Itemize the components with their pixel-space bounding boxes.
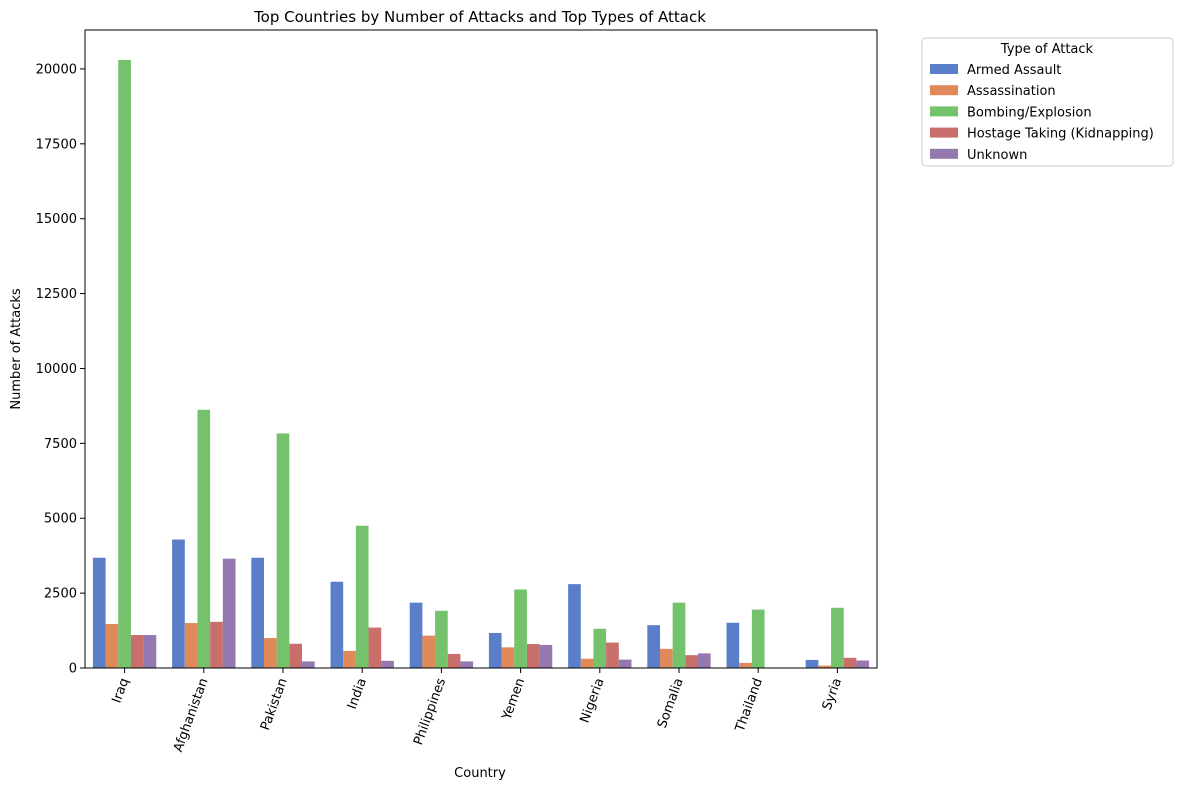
bar-pakistan-4 xyxy=(302,661,315,668)
legend-entry: Unknown xyxy=(967,148,1027,163)
bar-pakistan-3 xyxy=(289,643,303,668)
bar-iraq-4 xyxy=(143,635,157,668)
x-tick-label: Thailand xyxy=(732,676,766,735)
y-tick-label: 17500 xyxy=(36,137,77,152)
y-tick-label: 5000 xyxy=(44,512,77,527)
x-tick-label: Yemen xyxy=(499,676,528,723)
x-tick-label: Afghanistan xyxy=(171,676,212,754)
legend-swatch xyxy=(930,106,958,117)
bar-somalia-1 xyxy=(659,648,673,668)
bar-nigeria-3 xyxy=(606,642,619,668)
bar-afghanistan-0 xyxy=(172,539,185,668)
bar-yemen-2 xyxy=(514,589,527,668)
legend-swatch xyxy=(930,148,958,159)
bar-pakistan-2 xyxy=(276,433,290,668)
bar-somalia-3 xyxy=(685,655,699,668)
bar-afghanistan-4 xyxy=(222,558,236,668)
bar-india-2 xyxy=(355,525,369,668)
legend-swatch xyxy=(930,64,958,74)
bar-iraq-2 xyxy=(118,59,131,668)
bar-syria-0 xyxy=(805,659,819,668)
legend-entry: Assassination xyxy=(967,84,1056,99)
bar-iraq-1 xyxy=(105,623,119,668)
y-tick-label: 2500 xyxy=(44,587,77,602)
bar-india-3 xyxy=(368,627,382,668)
bar-nigeria-0 xyxy=(568,584,581,668)
x-tick-label: Nigeria xyxy=(578,676,608,725)
bar-yemen-3 xyxy=(526,644,540,668)
legend-swatch xyxy=(930,85,958,96)
bar-iraq-0 xyxy=(92,557,106,668)
bar-philippines-4 xyxy=(460,661,474,668)
y-tick-label: 12500 xyxy=(36,287,77,302)
bar-afghanistan-1 xyxy=(184,623,198,668)
bar-somalia-4 xyxy=(698,653,711,668)
legend-title: Type of Attack xyxy=(1000,42,1094,57)
x-axis-label: Country xyxy=(454,766,506,781)
y-tick-label: 10000 xyxy=(36,362,77,377)
legend-entry: Bombing/Explosion xyxy=(967,105,1092,120)
y-tick-label: 15000 xyxy=(36,212,77,227)
legend-frame xyxy=(921,37,1174,167)
legend-entry: Hostage Taking (Kidnapping) xyxy=(967,127,1154,142)
legend-items: Armed Assault Assassination Bombing/Explos… xyxy=(930,63,1154,163)
y-tick-label: 0 xyxy=(69,662,77,677)
chart-title: Top Countries by Number of Attacks and T… xyxy=(253,8,706,26)
bar-pakistan-1 xyxy=(263,638,277,668)
y-axis-label: Number of Attacks xyxy=(9,288,24,410)
legend: Type of Attack Armed Assault Assassinatio… xyxy=(921,37,1174,167)
y-tick-label: 7500 xyxy=(44,437,77,452)
bar-thailand-1 xyxy=(739,662,752,668)
bar-philippines-2 xyxy=(435,610,448,668)
bar-nigeria-4 xyxy=(618,659,632,668)
bar-yemen-1 xyxy=(501,647,515,668)
bar-pakistan-0 xyxy=(251,557,264,668)
bar-yemen-0 xyxy=(488,632,502,668)
legend-swatch xyxy=(930,127,958,138)
bar-nigeria-1 xyxy=(580,658,594,668)
y-axis: 0 2500 5000 7500 10000 12500 15000 17500 20000 xyxy=(36,62,85,677)
bar-philippines-3 xyxy=(447,653,461,668)
bar-yemen-4 xyxy=(539,644,553,668)
bar-india-4 xyxy=(381,660,394,668)
bar-syria-1 xyxy=(818,665,832,668)
legend-entry: Armed Assault xyxy=(967,63,1061,78)
bar-philippines-1 xyxy=(422,635,436,668)
bar-somalia-0 xyxy=(647,625,660,668)
x-tick-label: Somalia xyxy=(655,676,687,730)
bar-afghanistan-3 xyxy=(210,621,223,668)
bar-iraq-3 xyxy=(130,635,144,668)
bar-syria-3 xyxy=(843,657,857,668)
bar-philippines-0 xyxy=(409,602,423,668)
plot-frame xyxy=(84,29,878,669)
x-tick-label: Philippines xyxy=(411,676,449,747)
x-tick-label: Iraq xyxy=(110,676,133,705)
y-tick-label: 20000 xyxy=(36,62,77,77)
bar-thailand-2 xyxy=(751,609,765,668)
bar-thailand-0 xyxy=(726,622,740,668)
bar-syria-4 xyxy=(856,660,870,668)
bar-india-0 xyxy=(330,581,344,668)
bar-somalia-2 xyxy=(672,602,686,668)
x-tick-label: Syria xyxy=(820,676,845,712)
x-tick-label: Pakistan xyxy=(258,676,291,732)
bar-afghanistan-2 xyxy=(197,409,211,668)
bars-group xyxy=(92,59,870,668)
x-axis: Iraq Afghanistan Pakistan India Philippines Y… xyxy=(110,668,845,754)
x-tick-label: India xyxy=(345,676,370,711)
bar-syria-2 xyxy=(831,607,844,668)
bar-nigeria-2 xyxy=(593,628,607,668)
bar-india-1 xyxy=(343,650,356,668)
